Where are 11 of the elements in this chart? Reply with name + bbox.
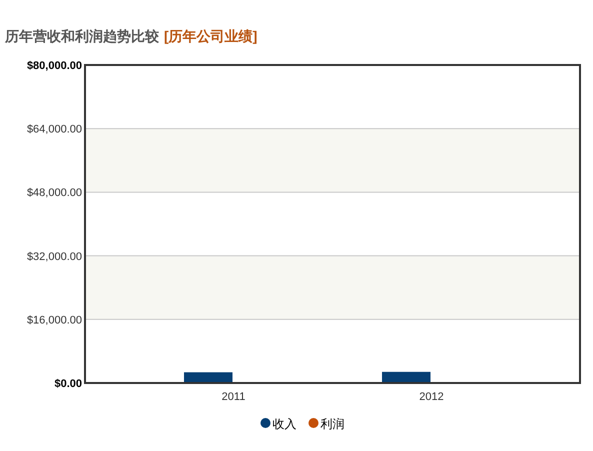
legend-label: 利润 [320, 417, 344, 431]
y-tick-label: $64,000.00 [26, 124, 82, 136]
legend-label: 收入 [272, 417, 296, 431]
title: 历年营收和利润趋势比较 [历年公司业绩] [5, 28, 258, 44]
y-tick-label: $0.00 [54, 378, 82, 390]
y-tick-label: $48,000.00 [26, 187, 82, 200]
x-tick-label: 2011 [222, 391, 246, 403]
y-tick-label: $16,000.00 [26, 314, 82, 326]
x-tick-label: 2012 [419, 391, 444, 403]
y-tick-label: $80,000.00 [26, 60, 82, 72]
y-tick-label: $32,000.00 [26, 250, 82, 263]
